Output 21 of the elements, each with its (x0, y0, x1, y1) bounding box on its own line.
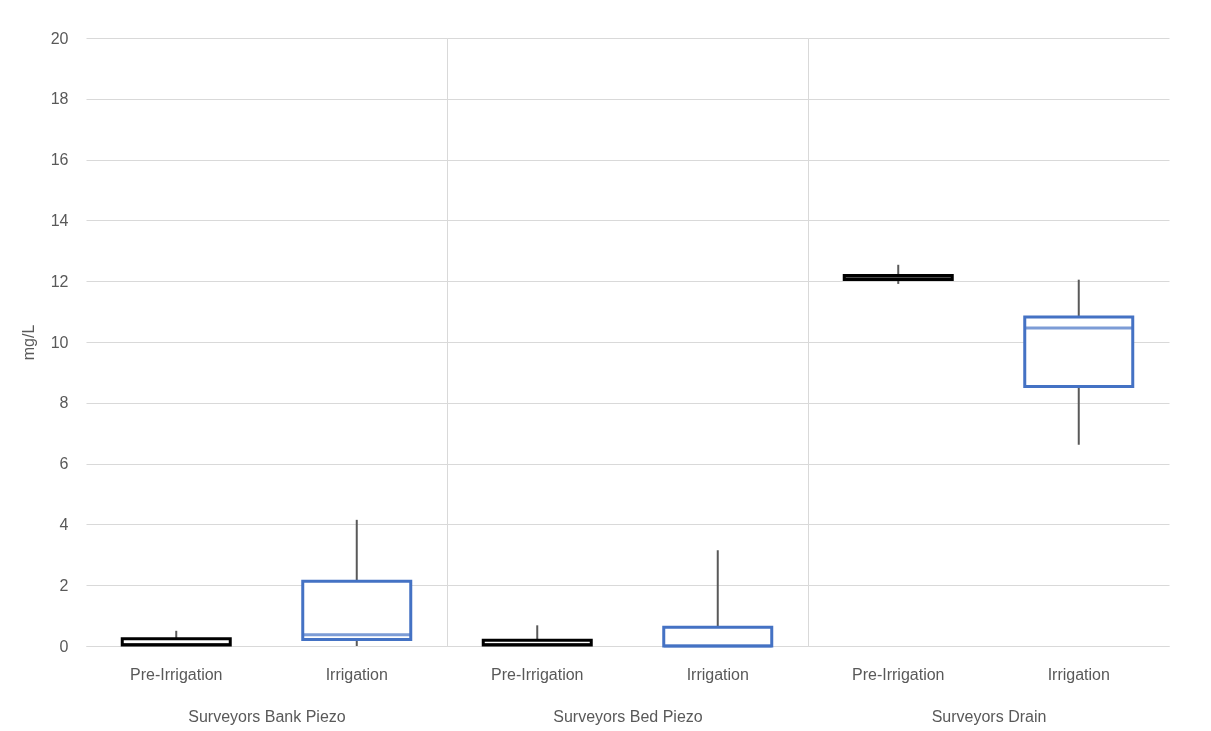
y-tick-label: 8 (59, 394, 69, 412)
y-tick-label: 20 (50, 29, 69, 47)
y-tick-label: 14 (50, 211, 69, 229)
x-tick-label: Pre-Irrigation (491, 665, 584, 683)
x-axis-title: Surveyors Bed Piezo (553, 707, 703, 725)
x-axis-title: Surveyors Bank Piezo (188, 707, 346, 725)
y-tick-label: 4 (59, 515, 69, 533)
x-axis-title: Surveyors Drain (931, 707, 1047, 725)
y-tick-label: 2 (59, 576, 69, 594)
y-tick-label: 18 (50, 90, 69, 108)
y-tick-label: 0 (59, 637, 69, 655)
y-tick-label: 12 (50, 272, 69, 290)
y-tick-label: 10 (50, 333, 69, 351)
x-tick-label: Irrigation (325, 665, 388, 683)
x-tick-label: Irrigation (686, 665, 749, 683)
y-axis-title: mg/L (19, 324, 37, 361)
y-tick-label: 16 (50, 151, 69, 169)
x-tick-label: Pre-Irrigation (852, 665, 945, 683)
x-tick-label: Pre-Irrigation (130, 665, 223, 683)
y-tick-label: 6 (59, 455, 69, 473)
x-tick-label: Irrigation (1047, 665, 1110, 683)
